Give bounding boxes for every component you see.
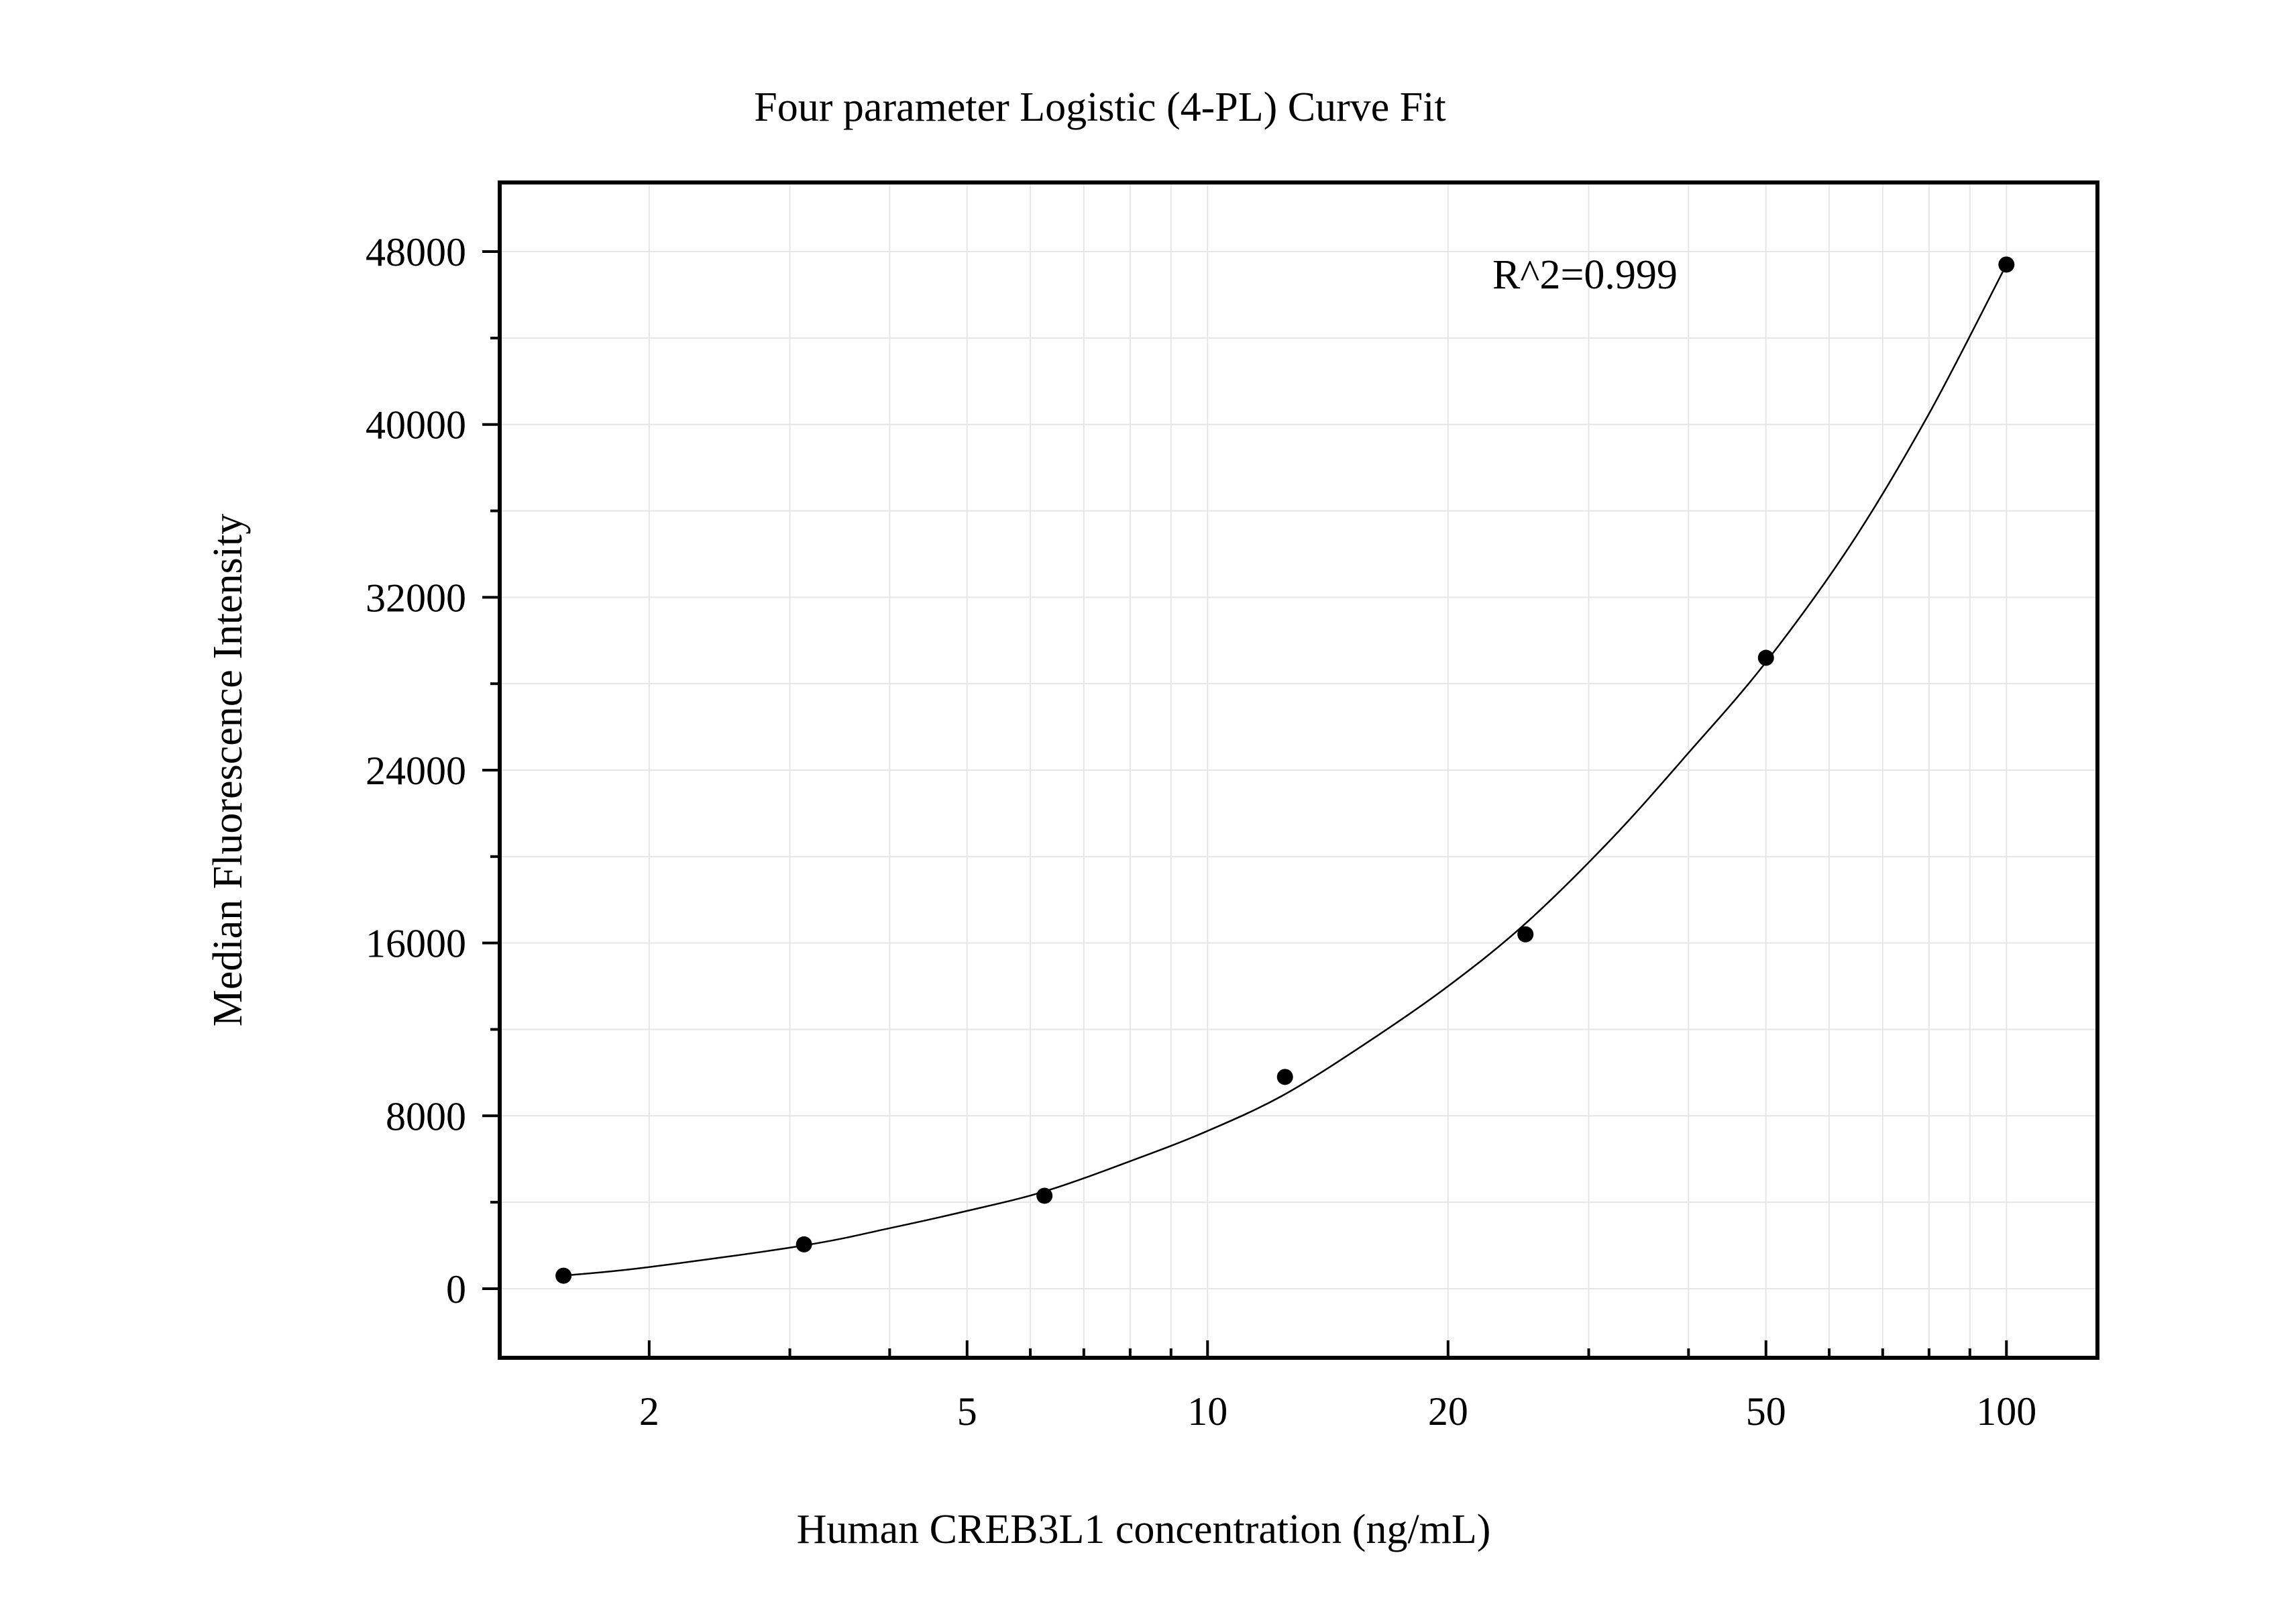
data-point [1276, 1069, 1293, 1085]
data-point [1998, 256, 2015, 273]
y-tick-label: 40000 [366, 403, 466, 447]
r-squared-annotation: R^2=0.999 [1492, 252, 1678, 298]
y-tick-label: 24000 [366, 749, 466, 793]
data-point [1757, 649, 1774, 666]
x-tick-label: 100 [1976, 1389, 2036, 1434]
y-tick-label: 48000 [366, 230, 466, 274]
x-axis-label: Human CREB3L1 concentration (ng/mL) [797, 1507, 1491, 1552]
y-tick-label: 32000 [366, 576, 466, 620]
grid [500, 182, 2097, 1358]
data-point [796, 1236, 812, 1252]
chart-title: Four parameter Logistic (4-PL) Curve Fit [754, 85, 1445, 130]
x-tick-label: 10 [1187, 1389, 1227, 1434]
y-tick-label: 8000 [386, 1094, 466, 1138]
x-tick-label: 2 [639, 1389, 659, 1434]
axis-ticks [482, 250, 2008, 1358]
x-tick-label: 5 [957, 1389, 977, 1434]
x-tick-label: 20 [1428, 1389, 1468, 1434]
tick-labels: 2 5 10 20 50 100 0 8000 16000 24000 32000 40000 4800… [366, 230, 2036, 1434]
fit-curve-line [563, 264, 2008, 1277]
y-tick-label: 16000 [366, 922, 466, 966]
data-point [1036, 1187, 1053, 1204]
y-axis-label: Median Fluorescence Intensity [205, 514, 251, 1026]
data-points [555, 256, 2015, 1284]
y-tick-label: 0 [446, 1267, 466, 1312]
data-point [1517, 926, 1534, 943]
x-tick-label: 50 [1746, 1389, 1786, 1434]
data-point [555, 1267, 572, 1284]
